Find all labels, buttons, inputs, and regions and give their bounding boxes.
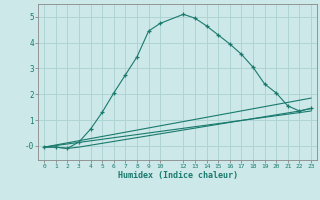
X-axis label: Humidex (Indice chaleur): Humidex (Indice chaleur) — [118, 171, 238, 180]
